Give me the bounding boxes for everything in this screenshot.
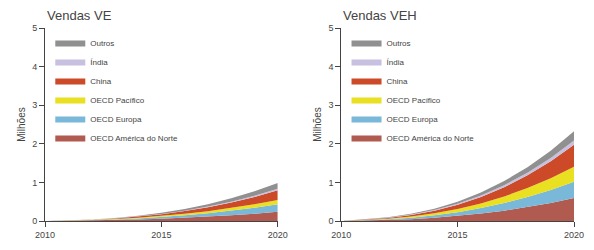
svg-text:3: 3 (32, 100, 37, 110)
svg-text:OECD América do Norte: OECD América do Norte (90, 134, 178, 143)
svg-text:China: China (387, 77, 408, 86)
svg-text:4: 4 (328, 62, 333, 72)
svg-text:0: 0 (328, 216, 333, 226)
svg-text:Outros: Outros (90, 39, 114, 48)
svg-text:2020: 2020 (564, 230, 584, 240)
svg-text:Outros: Outros (387, 39, 411, 48)
svg-text:1: 1 (32, 178, 37, 188)
svg-text:OECD América do Norte: OECD América do Norte (387, 134, 475, 143)
svg-text:0: 0 (32, 216, 37, 226)
svg-text:5: 5 (328, 23, 333, 33)
svg-text:2015: 2015 (151, 230, 171, 240)
svg-text:2: 2 (328, 139, 333, 149)
svg-text:Vendas VEH: Vendas VEH (343, 8, 417, 23)
svg-text:OECD Europa: OECD Europa (387, 115, 439, 124)
svg-text:2: 2 (32, 139, 37, 149)
svg-text:2010: 2010 (35, 230, 55, 240)
svg-text:2010: 2010 (331, 230, 351, 240)
svg-text:5: 5 (32, 23, 37, 33)
svg-text:2020: 2020 (268, 230, 288, 240)
svg-text:1: 1 (328, 178, 333, 188)
svg-text:Vendas VE: Vendas VE (47, 8, 112, 23)
svg-text:3: 3 (328, 100, 333, 110)
svg-text:OECD Pacífico: OECD Pacífico (387, 96, 441, 105)
svg-text:Milhões: Milhões (16, 107, 27, 141)
svg-text:OECD Pacífico: OECD Pacífico (90, 96, 144, 105)
svg-text:2015: 2015 (448, 230, 468, 240)
svg-text:Milhões: Milhões (312, 107, 323, 141)
svg-text:OECD Europa: OECD Europa (90, 115, 142, 124)
svg-text:Índia: Índia (387, 58, 405, 67)
svg-text:China: China (90, 77, 111, 86)
svg-text:Índia: Índia (90, 58, 108, 67)
svg-text:4: 4 (32, 62, 37, 72)
